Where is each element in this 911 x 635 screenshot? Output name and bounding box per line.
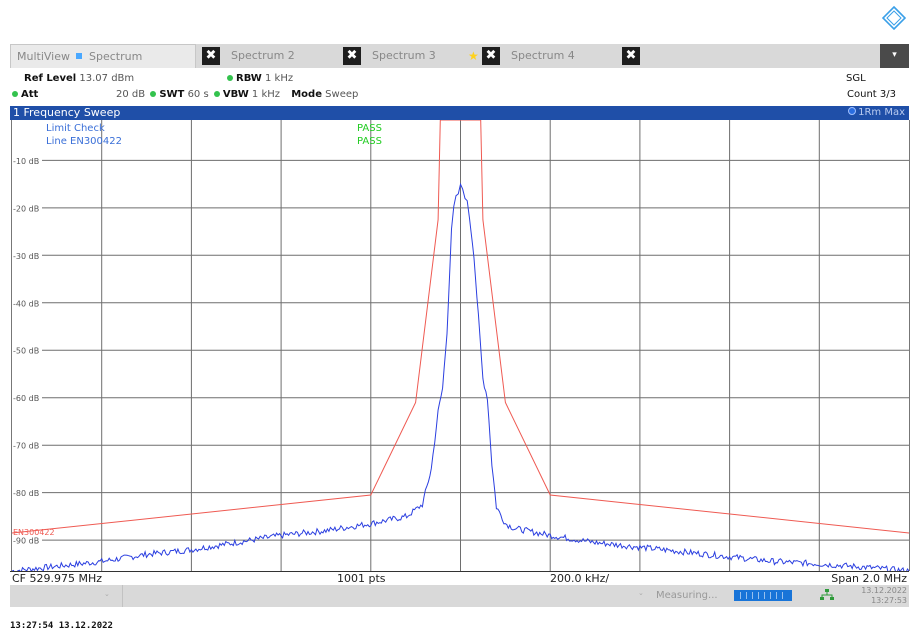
measuring-status: Measuring...	[656, 590, 718, 601]
limit-line-result: PASS	[357, 136, 382, 147]
coupled-indicator-icon	[12, 91, 18, 97]
tab-multiview-sub: Spectrum	[89, 50, 143, 63]
tick-label-background	[12, 535, 42, 546]
spectrum-chart: -10 dB -20 dB -30 dB -40 dB -50 dB -60 dB -70 …	[11, 119, 910, 574]
screenshot-timestamp: 13:27:54 13.12.2022	[10, 621, 113, 631]
window-title-bar[interactable]: 1 Frequency Sweep 1Rm Max	[10, 106, 909, 120]
status-datetime: 13.12.2022 13:27:53	[861, 586, 907, 606]
ref-level-setting[interactable]: Ref Level 13.07 dBm	[24, 73, 134, 84]
limit-result-block: PASS PASS	[357, 122, 382, 148]
rbw-value: 1 kHz	[265, 73, 294, 84]
rbw-label: RBW	[236, 73, 262, 84]
att-setting[interactable]: Att	[12, 89, 38, 100]
y-tick-label: -60 dB	[13, 394, 39, 403]
y-tick-label: -50 dB	[13, 347, 39, 356]
vbw-label: VBW	[222, 89, 249, 100]
menu-dropdown-button[interactable]: ▾	[880, 44, 909, 68]
center-frequency[interactable]: CF 529.975 MHz	[12, 572, 103, 585]
limit-line-label: Line EN300422	[46, 136, 122, 147]
status-bar: ⌄ ⌄ Measuring... 13.12.2022 13:27:53	[10, 585, 909, 607]
trace-label: 1Rm Max	[848, 106, 905, 120]
sgl-indicator: SGL	[846, 73, 866, 84]
y-tick-label: -90 dB	[13, 537, 39, 546]
limit-line-en300422	[11, 119, 910, 534]
y-tick-label: -10 dB	[13, 157, 39, 166]
tick-label-background	[12, 202, 42, 213]
network-icon	[820, 589, 834, 604]
att-label: Att	[21, 89, 39, 100]
y-tick-label: -20 dB	[13, 204, 39, 213]
tick-label-background	[12, 297, 42, 308]
tick-label-background	[12, 440, 42, 451]
limit-line-marker-label: EN300422	[13, 528, 55, 537]
spectrum-plot[interactable]: -10 dB -20 dB -30 dB -40 dB -50 dB -60 dB -70 …	[11, 119, 910, 574]
close-spectrum-2-button[interactable]: ✖	[343, 47, 361, 65]
y-tick-label: -80 dB	[13, 489, 39, 498]
tick-label-background	[12, 392, 42, 403]
tab-spectrum-2[interactable]: Spectrum 2	[231, 49, 295, 62]
status-date: 13.12.2022	[861, 586, 907, 595]
swt-value: 60 s	[187, 89, 209, 100]
rbw-setting[interactable]: RBW 1 kHz	[227, 73, 293, 84]
y-tick-label: -30 dB	[13, 252, 39, 261]
division-width: 200.0 kHz/	[550, 572, 610, 585]
y-tick-label: -70 dB	[13, 442, 39, 451]
frequency-span[interactable]: Span 2.0 MHz	[831, 572, 907, 585]
window-title: 1 Frequency Sweep	[13, 106, 121, 119]
coupled-indicator-icon	[227, 75, 233, 81]
tab-multiview-label: MultiView	[17, 50, 70, 63]
att-value: 20 dB	[116, 89, 146, 100]
tick-label-background	[12, 487, 42, 498]
tick-label-background	[12, 155, 42, 166]
coupled-indicator-icon	[213, 91, 220, 97]
tab-spectrum-3[interactable]: Spectrum 3	[372, 49, 436, 62]
blue-square-icon	[75, 53, 82, 59]
status-time: 13:27:53	[871, 596, 907, 605]
close-spectrum-4-button[interactable]: ✖	[622, 47, 640, 65]
brand-logo-icon	[881, 5, 907, 31]
sweep-count: Count 3/3	[847, 89, 896, 100]
status-left-panel: ⌄	[10, 585, 123, 607]
ref-level-value: 13.07 dBm	[79, 73, 135, 84]
sweep-footer: CF 529.975 MHz 1001 pts 200.0 kHz/ Span …	[10, 571, 909, 586]
trace-1-max-hold	[11, 182, 910, 574]
close-spectrum-tab-button[interactable]: ✖	[202, 47, 220, 65]
vbw-value: 1 kHz	[251, 89, 281, 100]
tab-spectrum-4[interactable]: Spectrum 4	[511, 49, 575, 62]
coupled-indicator-icon	[150, 91, 157, 97]
y-tick-label: -40 dB	[13, 299, 39, 308]
ref-level-label: Ref Level	[24, 73, 77, 84]
progress-bar	[734, 590, 792, 601]
trace-label-text: 1Rm Max	[858, 107, 905, 118]
limit-check-block: Limit Check Line EN300422	[46, 122, 122, 148]
chevron-down-icon[interactable]: ⌄	[638, 589, 644, 597]
tick-label-background	[12, 345, 42, 356]
limit-check-result: PASS	[357, 123, 382, 134]
limit-check-label: Limit Check	[46, 123, 105, 134]
tab-bar: MultiView Spectrum ✖ Spectrum 2 ✖ Spectr…	[10, 44, 909, 68]
mode-value: Sweep	[325, 89, 359, 100]
close-spectrum-3-button[interactable]: ✖	[482, 47, 500, 65]
swt-label: SWT	[159, 89, 185, 100]
mode-label: Mode	[291, 89, 322, 100]
att-swt-setting[interactable]: 20 dB SWT 60 s VBW 1 kHz Mode Sweep	[116, 89, 358, 100]
star-icon: ★	[468, 49, 479, 63]
tick-label-background	[12, 250, 42, 261]
sweep-points[interactable]: 1001 pts	[337, 572, 386, 585]
chevron-down-icon[interactable]: ⌄	[104, 590, 110, 598]
tab-multiview[interactable]: MultiView Spectrum	[10, 44, 196, 68]
